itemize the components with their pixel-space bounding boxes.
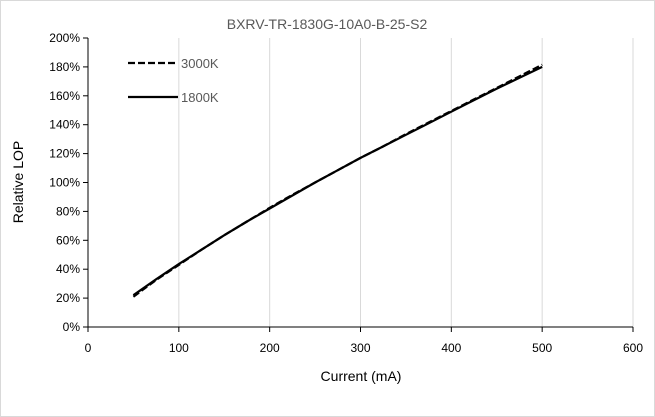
x-tick-label: 400 — [441, 341, 461, 355]
legend-label-1800k: 1800K — [181, 90, 219, 105]
y-tick-label: 140% — [49, 118, 80, 132]
y-tick-label: 160% — [49, 89, 80, 103]
y-tick-label: 20% — [56, 291, 80, 305]
x-tick-label: 200 — [260, 341, 280, 355]
y-axis-label: Relative LOP — [10, 141, 26, 223]
series-line-1800k — [132, 65, 543, 297]
y-tick-label: 0% — [63, 320, 81, 334]
legend-label-3000k: 3000K — [181, 56, 219, 71]
y-tick-label: 40% — [56, 262, 80, 276]
x-axis-label: Current (mA) — [321, 368, 402, 384]
x-tick-label: 100 — [169, 341, 189, 355]
y-tick-label: 60% — [56, 233, 80, 247]
y-tick-label: 200% — [49, 31, 80, 45]
legend: 3000K 1800K — [128, 56, 219, 105]
y-axis-ticks: 0% 20% 40% 60% 80% 100% 120% 140% 160% 180% 200% — [49, 31, 88, 334]
y-tick-label: 100% — [49, 176, 80, 190]
x-tick-label: 0 — [85, 341, 92, 355]
gridlines — [178, 38, 634, 327]
y-tick-label: 80% — [56, 204, 80, 218]
y-tick-label: 120% — [49, 147, 80, 161]
x-tick-label: 600 — [623, 341, 643, 355]
x-tick-label: 300 — [350, 341, 370, 355]
x-tick-label: 500 — [532, 341, 552, 355]
y-tick-label: 180% — [49, 60, 80, 74]
x-axis-ticks: 0 100 200 300 400 500 600 — [85, 327, 643, 355]
series-lines — [132, 63, 543, 298]
chart-title: BXRV-TR-1830G-10A0-B-25-S2 — [227, 16, 428, 32]
